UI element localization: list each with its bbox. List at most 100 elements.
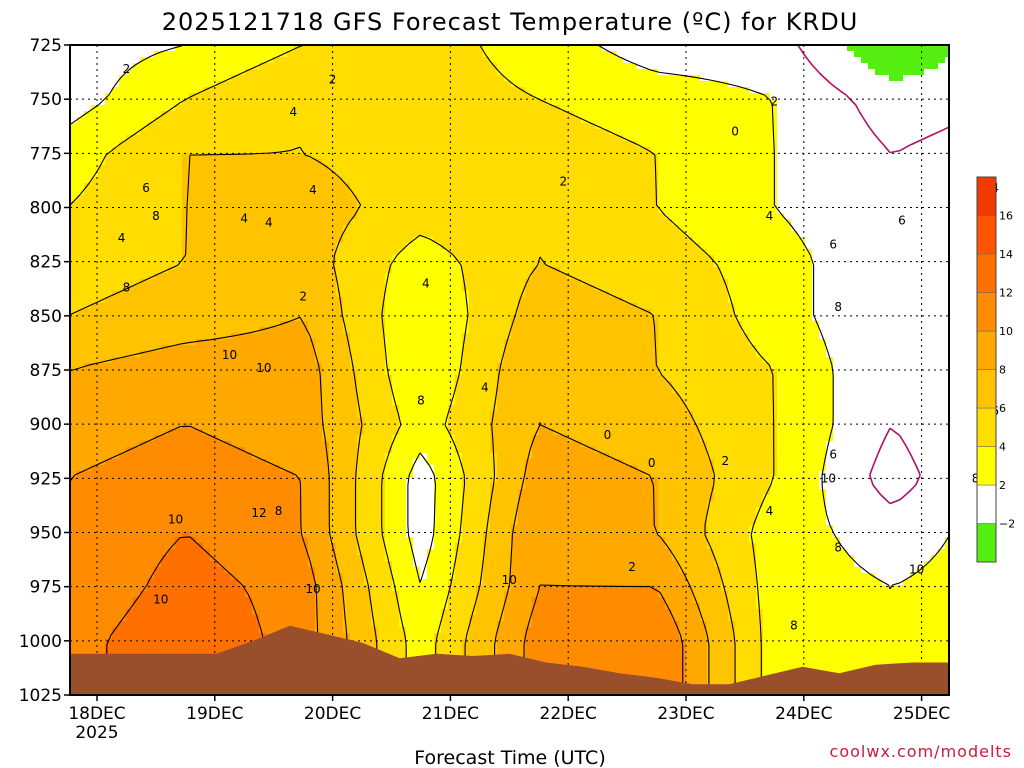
temperature-cell	[259, 261, 267, 268]
temperature-cell	[245, 603, 253, 610]
temperature-cell	[133, 471, 141, 478]
temperature-cell	[126, 375, 134, 382]
temperature-cell	[112, 75, 120, 82]
temperature-cell	[357, 543, 365, 550]
temperature-cell	[217, 393, 225, 400]
temperature-cell	[133, 573, 141, 580]
temperature-cell	[364, 267, 372, 274]
temperature-cell	[70, 477, 78, 484]
temperature-cell	[91, 507, 99, 514]
temperature-cell	[217, 627, 225, 634]
temperature-cell	[385, 123, 393, 130]
temperature-cell	[112, 423, 120, 430]
temperature-cell	[196, 147, 204, 154]
temperature-cell	[371, 117, 379, 124]
temperature-cell	[294, 123, 302, 130]
temperature-cell	[112, 621, 120, 628]
temperature-cell	[175, 579, 183, 586]
temperature-cell	[385, 273, 393, 280]
temperature-cell	[273, 417, 281, 424]
temperature-cell	[266, 255, 274, 262]
temperature-cell	[161, 483, 169, 490]
temperature-cell	[154, 381, 162, 388]
temperature-cell	[364, 153, 372, 160]
temperature-cell	[329, 123, 337, 130]
temperature-cell	[308, 513, 316, 520]
temperature-cell	[252, 363, 260, 370]
temperature-cell	[182, 225, 190, 232]
temperature-cell	[385, 189, 393, 196]
temperature-cell	[231, 81, 239, 88]
temperature-cell	[112, 123, 120, 130]
temperature-cell	[140, 471, 148, 478]
temperature-cell	[119, 231, 127, 238]
temperature-cell	[238, 477, 246, 484]
temperature-cell	[161, 321, 169, 328]
temperature-cell	[175, 471, 183, 478]
temperature-cell	[329, 111, 337, 118]
temperature-cell	[364, 507, 372, 514]
temperature-cell	[238, 417, 246, 424]
temperature-cell	[210, 621, 218, 628]
temperature-cell	[140, 195, 148, 202]
temperature-cell	[84, 237, 92, 244]
temperature-cell	[350, 267, 358, 274]
temperature-cell	[266, 621, 274, 628]
temperature-cell	[154, 57, 162, 64]
temperature-cell	[273, 189, 281, 196]
temperature-cell	[133, 447, 141, 454]
temperature-cell	[147, 573, 155, 580]
temperature-cell	[343, 387, 351, 394]
temperature-cell	[343, 543, 351, 550]
temperature-cell	[91, 633, 99, 640]
temperature-cell	[203, 423, 211, 430]
temperature-cell	[70, 183, 78, 190]
temperature-cell	[294, 111, 302, 118]
temperature-cell	[322, 321, 330, 328]
temperature-cell	[196, 405, 204, 412]
temperature-cell	[287, 459, 295, 466]
temperature-cell	[224, 411, 232, 418]
temperature-cell	[182, 645, 190, 652]
temperature-cell	[189, 375, 197, 382]
temperature-cell	[140, 405, 148, 412]
temperature-cell	[119, 417, 127, 424]
temperature-cell	[245, 129, 253, 136]
temperature-cell	[364, 69, 372, 76]
temperature-cell	[70, 417, 78, 424]
temperature-cell	[147, 183, 155, 190]
temperature-cell	[294, 561, 302, 568]
temperature-cell	[294, 363, 302, 370]
temperature-cell	[385, 333, 393, 340]
temperature-cell	[91, 597, 99, 604]
temperature-cell	[378, 465, 386, 472]
temperature-cell	[140, 591, 148, 598]
temperature-cell	[231, 285, 239, 292]
temperature-cell	[343, 135, 351, 142]
temperature-cell	[98, 303, 106, 310]
temperature-cell	[189, 507, 197, 514]
temperature-cell	[378, 165, 386, 172]
temperature-cell	[77, 171, 85, 178]
temperature-cell	[287, 111, 295, 118]
temperature-cell	[329, 207, 337, 214]
temperature-cell	[301, 363, 309, 370]
temperature-cell	[91, 573, 99, 580]
temperature-cell	[112, 153, 120, 160]
temperature-cell	[105, 201, 113, 208]
temperature-cell	[385, 345, 393, 352]
temperature-cell	[245, 315, 253, 322]
temperature-cell	[308, 579, 316, 586]
temperature-cell	[168, 525, 176, 532]
temperature-cell	[385, 147, 393, 154]
temperature-cell	[364, 609, 372, 616]
temperature-cell	[140, 519, 148, 526]
temperature-cell	[168, 381, 176, 388]
temperature-cell	[364, 195, 372, 202]
temperature-cell	[322, 411, 330, 418]
temperature-cell	[364, 249, 372, 256]
temperature-cell	[322, 453, 330, 460]
temperature-cell	[189, 453, 197, 460]
temperature-cell	[238, 159, 246, 166]
temperature-cell	[231, 201, 239, 208]
